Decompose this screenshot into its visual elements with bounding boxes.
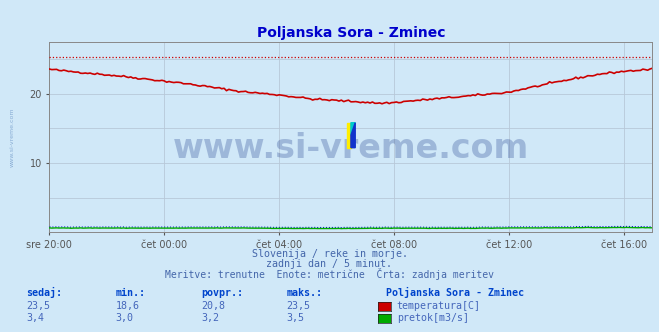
Text: Poljanska Sora - Zminec: Poljanska Sora - Zminec	[386, 287, 523, 298]
Text: temperatura[C]: temperatura[C]	[397, 301, 480, 311]
Text: 3,0: 3,0	[115, 313, 133, 323]
Text: sedaj:: sedaj:	[26, 287, 63, 298]
Text: 3,4: 3,4	[26, 313, 44, 323]
Text: www.si-vreme.com: www.si-vreme.com	[173, 132, 529, 165]
Polygon shape	[351, 123, 355, 148]
Text: Slovenija / reke in morje.: Slovenija / reke in morje.	[252, 249, 407, 259]
Text: 23,5: 23,5	[287, 301, 310, 311]
Text: min.:: min.:	[115, 288, 146, 298]
Text: 18,6: 18,6	[115, 301, 139, 311]
Text: 23,5: 23,5	[26, 301, 50, 311]
Text: 20,8: 20,8	[201, 301, 225, 311]
Bar	[347, 123, 351, 148]
Text: Meritve: trenutne  Enote: metrične  Črta: zadnja meritev: Meritve: trenutne Enote: metrične Črta: …	[165, 268, 494, 280]
Title: Poljanska Sora - Zminec: Poljanska Sora - Zminec	[256, 26, 445, 40]
Text: 3,2: 3,2	[201, 313, 219, 323]
Text: 3,5: 3,5	[287, 313, 304, 323]
Text: zadnji dan / 5 minut.: zadnji dan / 5 minut.	[266, 259, 393, 269]
Text: pretok[m3/s]: pretok[m3/s]	[397, 313, 469, 323]
Polygon shape	[351, 123, 355, 135]
Text: maks.:: maks.:	[287, 288, 323, 298]
Text: www.si-vreme.com: www.si-vreme.com	[9, 107, 14, 167]
Text: povpr.:: povpr.:	[201, 288, 243, 298]
